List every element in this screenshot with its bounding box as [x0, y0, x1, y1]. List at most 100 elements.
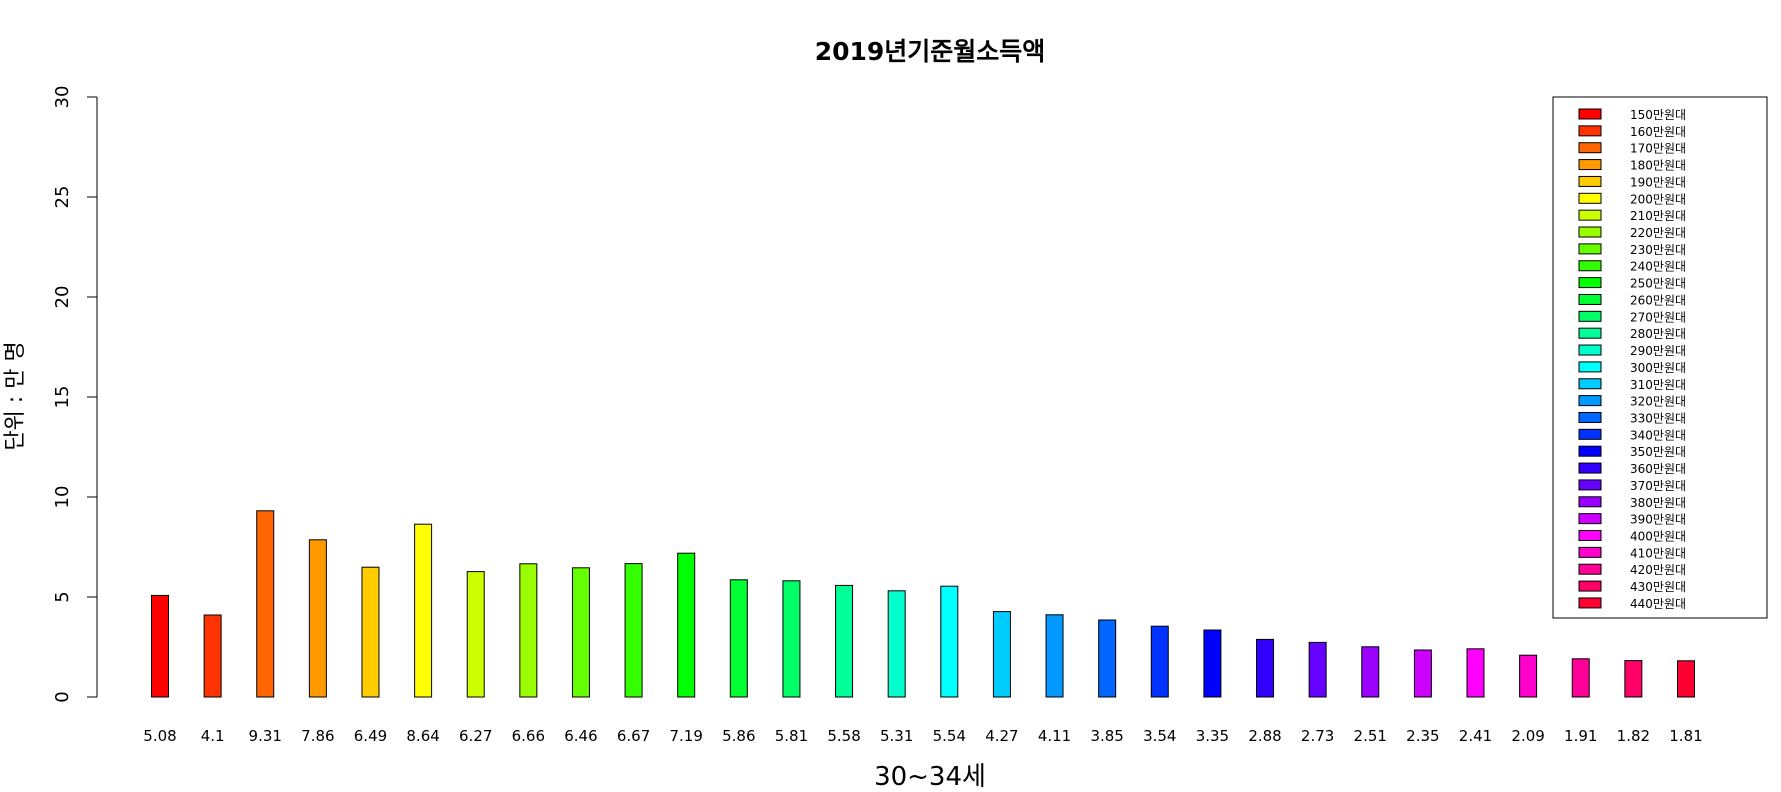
legend-swatch-15 — [1578, 361, 1602, 373]
legend-label-16: 310만원대 — [1630, 378, 1686, 392]
legend-label-11: 260만원대 — [1630, 293, 1686, 307]
bar-290만원대 — [887, 590, 906, 698]
bar-300만원대 — [940, 585, 959, 698]
legend-swatch-8 — [1578, 243, 1602, 255]
value-label-13: 5.58 — [827, 727, 860, 745]
legend-swatch-14 — [1578, 344, 1602, 356]
bar-230만원대 — [571, 567, 590, 698]
legend-swatch-16 — [1578, 378, 1602, 390]
bar-390만원대 — [1413, 649, 1432, 698]
value-label-21: 2.88 — [1248, 727, 1281, 745]
legend-swatch-19 — [1578, 428, 1602, 440]
legend-swatch-17 — [1578, 395, 1602, 407]
bar-240만원대 — [624, 563, 643, 698]
bar-320만원대 — [1045, 614, 1064, 698]
bar-180만원대 — [308, 539, 327, 698]
value-label-9: 6.67 — [617, 727, 650, 745]
bar-200만원대 — [414, 523, 433, 698]
legend-label-14: 290만원대 — [1630, 344, 1686, 358]
legend-label-13: 280만원대 — [1630, 327, 1686, 341]
value-label-1: 4.1 — [201, 727, 225, 745]
value-label-5: 8.64 — [406, 727, 439, 745]
legend-label-22: 370만원대 — [1630, 479, 1686, 493]
bar-270만원대 — [782, 580, 801, 698]
legend-swatch-22 — [1578, 479, 1602, 491]
value-label-28: 1.82 — [1617, 727, 1650, 745]
legend-swatch-28 — [1578, 580, 1602, 592]
bars — [151, 510, 1695, 698]
value-label-26: 2.09 — [1511, 727, 1544, 745]
bar-440만원대 — [1676, 660, 1695, 698]
legend-label-8: 230만원대 — [1630, 243, 1686, 257]
value-label-4: 6.49 — [354, 727, 387, 745]
legend-swatch-0 — [1578, 108, 1602, 120]
y-tick-label-2: 10 — [52, 486, 73, 509]
legend-swatch-4 — [1578, 175, 1602, 187]
y-axis-ticks: 0 5 10 15 20 25 30 — [52, 86, 97, 703]
legend-swatch-21 — [1578, 462, 1602, 474]
y-tick-label-6: 30 — [52, 86, 73, 109]
legend-swatch-6 — [1578, 209, 1602, 221]
legend-label-1: 160만원대 — [1630, 125, 1686, 139]
legend-swatch-29 — [1578, 597, 1602, 609]
legend-label-2: 170만원대 — [1630, 142, 1686, 156]
value-label-16: 4.27 — [985, 727, 1018, 745]
legend-swatch-12 — [1578, 310, 1602, 322]
bar-420만원대 — [1571, 658, 1590, 698]
bar-150만원대 — [151, 594, 169, 698]
legend-label-19: 340만원대 — [1630, 428, 1686, 442]
value-label-8: 6.46 — [564, 727, 597, 745]
bar-280만원대 — [835, 584, 854, 698]
legend-swatch-5 — [1578, 192, 1602, 204]
legend-swatch-3 — [1578, 159, 1602, 171]
value-label-20: 3.35 — [1196, 727, 1229, 745]
value-label-14: 5.31 — [880, 727, 913, 745]
legend-swatch-25 — [1578, 530, 1602, 541]
legend-swatch-1 — [1578, 125, 1602, 137]
legend-swatch-23 — [1578, 496, 1602, 508]
legend-label-0: 150만원대 — [1630, 108, 1686, 122]
legend-swatch-9 — [1578, 260, 1602, 272]
legend-swatch-20 — [1578, 445, 1602, 457]
bar-190만원대 — [361, 566, 380, 698]
legend-label-29: 440만원대 — [1630, 597, 1686, 611]
legend-label-3: 180만원대 — [1630, 159, 1686, 173]
legend-label-27: 420만원대 — [1630, 563, 1686, 577]
chart-title: 2019년기준월소득액 — [815, 37, 1046, 66]
value-label-15: 5.54 — [933, 727, 966, 745]
legend-swatch-18 — [1578, 411, 1602, 423]
value-label-2: 9.31 — [249, 727, 282, 745]
bar-400만원대 — [1466, 648, 1485, 698]
legend-label-6: 210만원대 — [1630, 209, 1686, 223]
value-labels: 5.08 4.1 9.31 7.86 6.49 8.64 6.27 6.66 6.46 6.67 7… — [143, 727, 1702, 745]
bar-220만원대 — [519, 563, 538, 698]
bar-250만원대 — [677, 552, 696, 698]
bar-410만원대 — [1519, 654, 1538, 698]
legend-label-20: 350만원대 — [1630, 445, 1686, 459]
legend-label-5: 200만원대 — [1630, 192, 1686, 206]
value-label-29: 1.81 — [1669, 727, 1702, 745]
legend-label-10: 250만원대 — [1630, 277, 1686, 291]
bar-160만원대 — [203, 614, 222, 698]
y-tick-label-5: 25 — [52, 186, 73, 209]
legend-items: 150만원대 160만원대 170만원대 180만원대 190만원대 200만원대 210만… — [1578, 108, 1686, 611]
legend-swatch-7 — [1578, 226, 1602, 238]
bar-310만원대 — [992, 611, 1011, 698]
y-tick-label-1: 5 — [52, 591, 73, 602]
y-tick-label-0: 0 — [52, 691, 73, 702]
legend: 150만원대 160만원대 170만원대 180만원대 190만원대 200만원대 210만… — [1552, 96, 1768, 619]
bar-340만원대 — [1150, 625, 1169, 698]
value-label-0: 5.08 — [143, 727, 176, 745]
value-label-11: 5.86 — [722, 727, 755, 745]
legend-label-17: 320만원대 — [1630, 395, 1686, 409]
legend-swatch-2 — [1578, 142, 1602, 154]
value-label-10: 7.19 — [669, 727, 702, 745]
legend-label-24: 390만원대 — [1630, 513, 1686, 527]
value-label-18: 3.85 — [1090, 727, 1123, 745]
bar-350만원대 — [1203, 629, 1222, 698]
value-label-27: 1.91 — [1564, 727, 1597, 745]
legend-swatch-27 — [1578, 563, 1602, 575]
value-label-12: 5.81 — [775, 727, 808, 745]
legend-label-7: 220만원대 — [1630, 226, 1686, 240]
